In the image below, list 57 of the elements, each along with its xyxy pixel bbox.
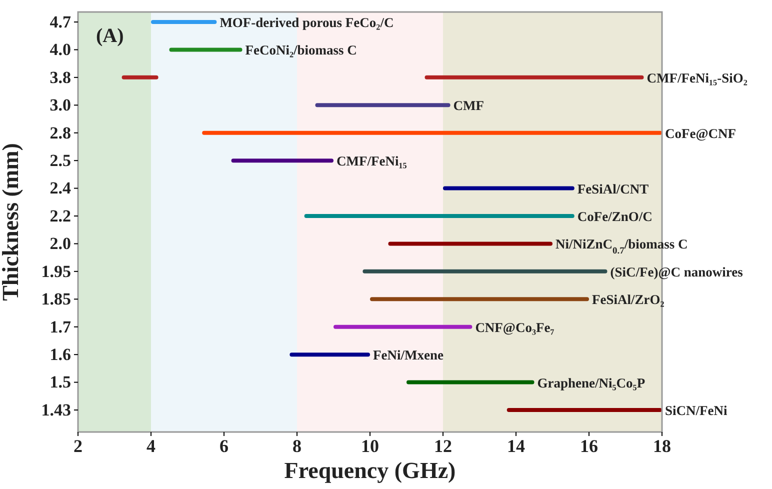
x-axis-title: Frequency (GHz) <box>284 458 456 483</box>
bar <box>334 324 472 329</box>
y-tick-label: 1.5 <box>50 372 71 392</box>
x-tick-label: 18 <box>653 436 671 456</box>
bar <box>370 297 589 302</box>
bar <box>304 214 574 218</box>
annotation: CoFe/ZnO/C <box>577 209 652 224</box>
y-tick-label: 3.0 <box>50 96 71 115</box>
bar <box>202 130 662 135</box>
bar <box>443 186 574 190</box>
bar <box>169 48 242 52</box>
annotation: Ni/NiZnC$_{0.7}$/biomass C <box>556 236 688 257</box>
y-tick-label: 2.2 <box>50 206 71 226</box>
annotation: (A) <box>96 25 124 47</box>
x-tick-label: 2 <box>74 436 82 456</box>
y-tick-label: 2.0 <box>50 234 71 254</box>
y-axis-title: Thickness (mm) <box>0 143 23 301</box>
bar <box>122 75 158 80</box>
annotation: MOF-derived porous FeCo₂/C <box>220 15 394 30</box>
y-tick-label: 4.7 <box>50 12 72 32</box>
y-tick-label: 1.95 <box>41 262 71 281</box>
bar <box>315 103 450 108</box>
bar <box>290 352 370 357</box>
annotation: (SiC/Fe)@C nanowires <box>610 264 743 280</box>
y-tick-label: 1.7 <box>50 317 72 336</box>
bar <box>506 408 662 412</box>
x-tick-label: 6 <box>220 436 228 456</box>
x-tick-label: 10 <box>361 436 379 456</box>
y-tick-label: 1.43 <box>41 400 71 420</box>
annotation: CMF <box>453 98 484 114</box>
y-tick-label: 2.5 <box>50 151 71 170</box>
annotation: CNF@Co₃Fe₇ <box>475 320 554 335</box>
x-tick-label: 12 <box>434 436 452 456</box>
annotation: FeCoNi₂/biomass C <box>245 42 357 58</box>
x-tick-label: 4 <box>146 436 156 456</box>
annotation: SiCN/FeNi <box>665 403 728 418</box>
annotation: Graphene/Ni₅Co₅P <box>537 375 646 390</box>
annotation: FeSiAl/CNT <box>577 181 649 196</box>
bar <box>388 242 552 246</box>
y-tick-label: 3.8 <box>50 68 71 87</box>
y-tick-label: 1.6 <box>50 345 71 364</box>
annotation: FeNi/Mxene <box>373 348 444 363</box>
x-tick-label: 8 <box>292 436 302 456</box>
annotation: FeSiAl/ZrO₂ <box>592 292 664 308</box>
y-tick-label: 1.85 <box>41 290 71 309</box>
annotation: CMF/FeNi₁₅-SiO₂ <box>646 70 748 86</box>
y-tick-label: 4.0 <box>50 40 71 60</box>
x-tick-label: 14 <box>507 436 525 456</box>
bar <box>406 380 534 384</box>
bar <box>151 20 217 24</box>
bar <box>362 269 608 274</box>
y-tick-label: 2.4 <box>50 178 72 198</box>
y-tick-label: 2.8 <box>50 123 71 142</box>
x-tick-label: 16 <box>580 436 598 456</box>
annotation: CoFe@CNF <box>665 126 736 141</box>
bar <box>231 158 334 163</box>
annotation: CMF/FeNi₁₅ <box>336 154 407 169</box>
